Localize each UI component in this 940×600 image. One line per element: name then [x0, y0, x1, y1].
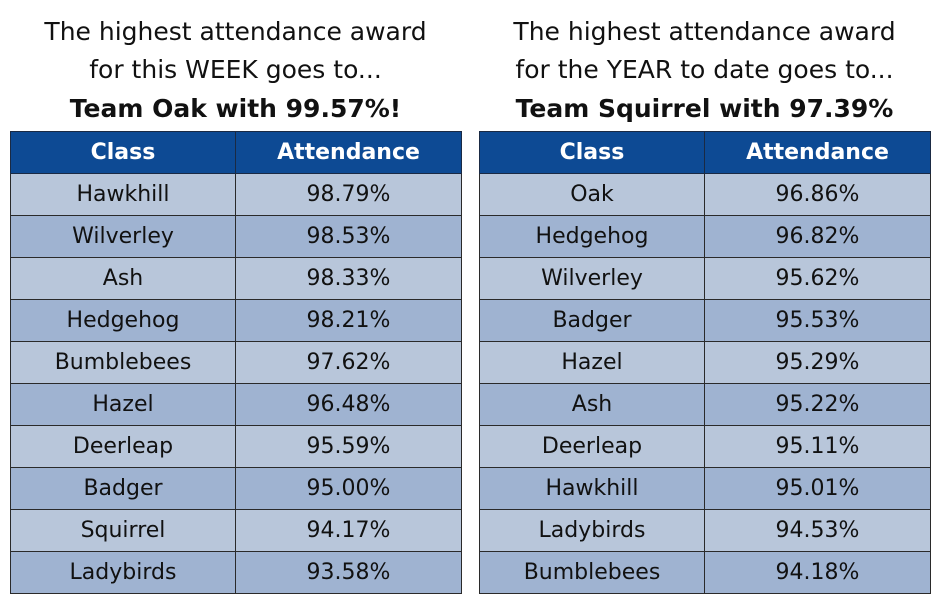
class-cell: Badger — [479, 299, 705, 342]
table-row: Hazel 96.48% — [10, 383, 462, 426]
table-row: Hazel 95.29% — [479, 341, 931, 384]
class-cell: Hedgehog — [479, 215, 705, 258]
table-row: Squirrel 94.17% — [10, 509, 462, 552]
year-heading-line2: for the YEAR to date goes to... — [515, 55, 894, 84]
table-row: Ladybirds 94.53% — [479, 509, 931, 552]
week-winner: Team Oak with 99.57%! — [69, 94, 402, 123]
year-heading-line1: The highest attendance award — [513, 17, 896, 46]
table-row: Hedgehog 98.21% — [10, 299, 462, 342]
attendance-cell: 95.22% — [704, 383, 931, 426]
class-cell: Wilverley — [10, 215, 236, 258]
attendance-cell: 94.17% — [235, 509, 462, 552]
week-heading-line2: for this WEEK goes to... — [89, 55, 382, 84]
class-cell: Ash — [479, 383, 705, 426]
attendance-cell: 96.86% — [704, 173, 931, 216]
table-row: Hawkhill 95.01% — [479, 467, 931, 510]
class-cell: Oak — [479, 173, 705, 216]
class-cell: Hazel — [10, 383, 236, 426]
attendance-cell: 93.58% — [235, 551, 462, 594]
attendance-cell: 98.79% — [235, 173, 462, 216]
class-cell: Ash — [10, 257, 236, 300]
class-cell: Hawkhill — [479, 467, 705, 510]
attendance-cell: 98.33% — [235, 257, 462, 300]
attendance-cell: 95.62% — [704, 257, 931, 300]
attendance-cell: 96.82% — [704, 215, 931, 258]
table-row: Badger 95.00% — [10, 467, 462, 510]
class-cell: Ladybirds — [10, 551, 236, 594]
class-cell: Hazel — [479, 341, 705, 384]
year-attendance-table: Class Attendance Oak 96.86% Hedgehog 96.82… — [479, 131, 931, 594]
class-cell: Hawkhill — [10, 173, 236, 216]
class-cell: Deerleap — [479, 425, 705, 468]
week-award-panel: The highest attendance award for this WE… — [10, 0, 462, 594]
table-row: Hedgehog 96.82% — [479, 215, 931, 258]
week-attendance-table: Class Attendance Hawkhill 98.79% Wilverle… — [10, 131, 462, 594]
class-cell: Ladybirds — [479, 509, 705, 552]
table-row: Ash 95.22% — [479, 383, 931, 426]
table-header-row: Class Attendance — [10, 131, 462, 174]
table-row: Ladybirds 93.58% — [10, 551, 462, 594]
attendance-cell: 95.59% — [235, 425, 462, 468]
attendance-cell: 95.00% — [235, 467, 462, 510]
class-cell: Hedgehog — [10, 299, 236, 342]
year-table-body: Oak 96.86% Hedgehog 96.82% Wilverley 95.62%… — [479, 173, 931, 594]
table-row: Badger 95.53% — [479, 299, 931, 342]
table-row: Ash 98.33% — [10, 257, 462, 300]
table-row: Bumblebees 97.62% — [10, 341, 462, 384]
table-row: Oak 96.86% — [479, 173, 931, 216]
week-heading-line1: The highest attendance award — [44, 17, 427, 46]
table-row: Bumblebees 94.18% — [479, 551, 931, 594]
attendance-cell: 94.18% — [704, 551, 931, 594]
attendance-cell: 95.11% — [704, 425, 931, 468]
class-cell: Deerleap — [10, 425, 236, 468]
week-award-heading: The highest attendance award for this WE… — [10, 0, 461, 131]
table-row: Wilverley 95.62% — [479, 257, 931, 300]
attendance-cell: 98.53% — [235, 215, 462, 258]
table-header-row: Class Attendance — [479, 131, 931, 174]
class-cell: Bumblebees — [479, 551, 705, 594]
table-row: Deerleap 95.59% — [10, 425, 462, 468]
class-cell: Wilverley — [479, 257, 705, 300]
class-cell: Squirrel — [10, 509, 236, 552]
year-winner: Team Squirrel with 97.39% — [515, 94, 894, 123]
column-header-attendance: Attendance — [235, 131, 462, 174]
week-table-body: Hawkhill 98.79% Wilverley 98.53% Ash 98.33%… — [10, 173, 462, 594]
attendance-cell: 95.29% — [704, 341, 931, 384]
attendance-cell: 96.48% — [235, 383, 462, 426]
attendance-cell: 95.53% — [704, 299, 931, 342]
year-award-heading: The highest attendance award for the YEA… — [479, 0, 930, 131]
attendance-cell: 94.53% — [704, 509, 931, 552]
year-award-panel: The highest attendance award for the YEA… — [479, 0, 931, 594]
attendance-cell: 98.21% — [235, 299, 462, 342]
column-header-class: Class — [10, 131, 236, 174]
column-header-class: Class — [479, 131, 705, 174]
class-cell: Bumblebees — [10, 341, 236, 384]
table-row: Deerleap 95.11% — [479, 425, 931, 468]
class-cell: Badger — [10, 467, 236, 510]
column-header-attendance: Attendance — [704, 131, 931, 174]
attendance-cell: 97.62% — [235, 341, 462, 384]
table-row: Hawkhill 98.79% — [10, 173, 462, 216]
attendance-cell: 95.01% — [704, 467, 931, 510]
table-row: Wilverley 98.53% — [10, 215, 462, 258]
